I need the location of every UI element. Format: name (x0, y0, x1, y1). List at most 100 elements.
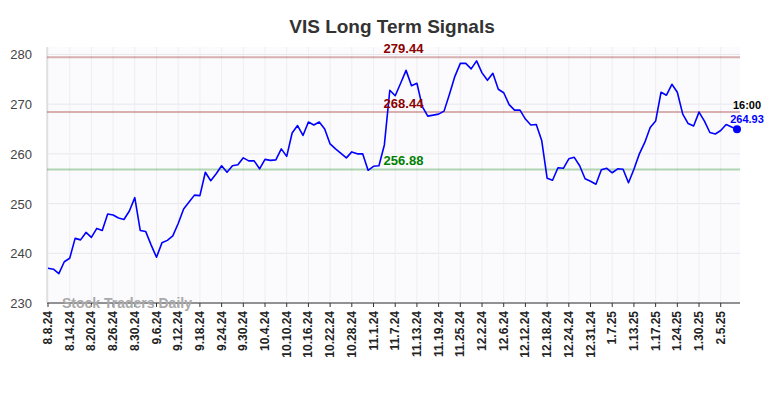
x-tick-label: 11.19.24 (432, 311, 446, 357)
x-tick-label: 10.10.24 (280, 311, 294, 358)
grid-line (720, 47, 721, 303)
x-tick-label: 9.18.24 (193, 311, 207, 351)
reference-label: 256.88 (384, 153, 424, 168)
plot-marks (47, 57, 740, 273)
grid-line (265, 47, 266, 303)
x-tick-label: 2.5.25 (714, 311, 728, 345)
x-tick-label: 12.2.24 (475, 311, 489, 351)
grid-line (482, 47, 483, 303)
grid-line (199, 47, 200, 303)
grid-line (69, 47, 70, 303)
y-tick-label: 240 (10, 246, 32, 261)
y-axis (47, 47, 48, 303)
grid-line (156, 47, 157, 303)
x-tick-label: 10.16.24 (301, 311, 315, 358)
grid-line (699, 47, 700, 303)
x-tick (633, 303, 634, 307)
grid-line (525, 47, 526, 303)
time-label: 16:00 (733, 99, 761, 111)
grid-line (612, 47, 613, 303)
x-tick (655, 303, 656, 307)
grid-line (178, 47, 179, 303)
x-tick-label: 12.18.24 (540, 311, 554, 358)
x-tick (568, 303, 569, 307)
reference-line (47, 111, 740, 113)
reference-label: 279.44 (384, 41, 425, 56)
grid-line (286, 47, 287, 303)
grid-line (590, 47, 591, 303)
grid-line (568, 47, 569, 303)
x-tick-label: 8.14.24 (63, 311, 77, 351)
x-tick (221, 303, 222, 307)
grid-line (243, 47, 244, 303)
last-value-label: 264.93 (730, 113, 764, 125)
x-tick-label: 10.22.24 (323, 311, 337, 358)
x-tick (720, 303, 721, 307)
grid-line (438, 47, 439, 303)
x-tick (199, 303, 200, 307)
grid-line (655, 47, 656, 303)
grid-line (373, 47, 374, 303)
grid-line (48, 47, 49, 303)
x-tick-label: 8.30.24 (128, 311, 142, 351)
x-tick-label: 12.6.24 (497, 311, 511, 351)
grid-line (113, 47, 114, 303)
x-tick (351, 303, 352, 307)
x-tick-label: 11.1.24 (367, 311, 381, 351)
x-tick (612, 303, 613, 307)
y-tick-label: 230 (10, 296, 32, 311)
grid-line (460, 47, 461, 303)
reference-label: 268.44 (384, 96, 425, 111)
x-tick-label: 11.7.24 (388, 311, 402, 351)
grid-line (395, 47, 396, 303)
y-tick-label: 270 (10, 97, 32, 112)
x-tick (590, 303, 591, 307)
reference-line (47, 56, 740, 58)
x-tick (265, 303, 266, 307)
grid-line (47, 253, 740, 254)
grid-line (47, 203, 740, 204)
y-tick-label: 250 (10, 197, 32, 212)
grid-line (677, 47, 678, 303)
x-tick (286, 303, 287, 307)
grid-line (308, 47, 309, 303)
price-line (48, 61, 737, 274)
x-tick-label: 9.6.24 (150, 311, 164, 345)
x-tick-label: 11.25.24 (453, 311, 467, 357)
x-tick-label: 8.20.24 (84, 311, 98, 351)
x-tick (395, 303, 396, 307)
grid-line (221, 47, 222, 303)
x-tick-label: 1.7.25 (605, 311, 619, 345)
grid-line (330, 47, 331, 303)
x-tick (460, 303, 461, 307)
x-tick-label: 12.31.24 (584, 311, 598, 358)
grid-line (134, 47, 135, 303)
x-tick-label: 12.24.24 (562, 311, 576, 358)
reference-line (47, 168, 740, 170)
x-tick (330, 303, 331, 307)
watermark: Stock Traders Daily (62, 295, 192, 311)
x-tick-label: 12.12.24 (518, 311, 532, 358)
last-point (733, 125, 741, 133)
y-tick-label: 280 (10, 47, 32, 62)
x-tick (48, 303, 49, 307)
x-tick-label: 1.24.25 (670, 311, 684, 351)
x-tick-label: 10.28.24 (345, 311, 359, 358)
x-tick-label: 9.12.24 (171, 311, 185, 351)
x-tick (243, 303, 244, 307)
x-tick-label: 1.17.25 (649, 311, 663, 351)
grid-line (351, 47, 352, 303)
x-tick-label: 9.30.24 (236, 311, 250, 351)
x-tick-label: 8.26.24 (106, 311, 120, 351)
plot-area (47, 47, 740, 303)
x-tick (308, 303, 309, 307)
x-tick-label: 8.8.24 (41, 311, 55, 345)
x-tick (373, 303, 374, 307)
grid-line (91, 47, 92, 303)
chart: 230 240 250 260 270 280 8.8.24 8.14.24 8.20.24 8.… (0, 0, 784, 398)
y-tick-label: 260 (10, 147, 32, 162)
x-tick-label: 1.13.25 (627, 311, 641, 351)
x-tick-label: 11.13.24 (410, 311, 424, 357)
x-tick (547, 303, 548, 307)
x-tick (677, 303, 678, 307)
